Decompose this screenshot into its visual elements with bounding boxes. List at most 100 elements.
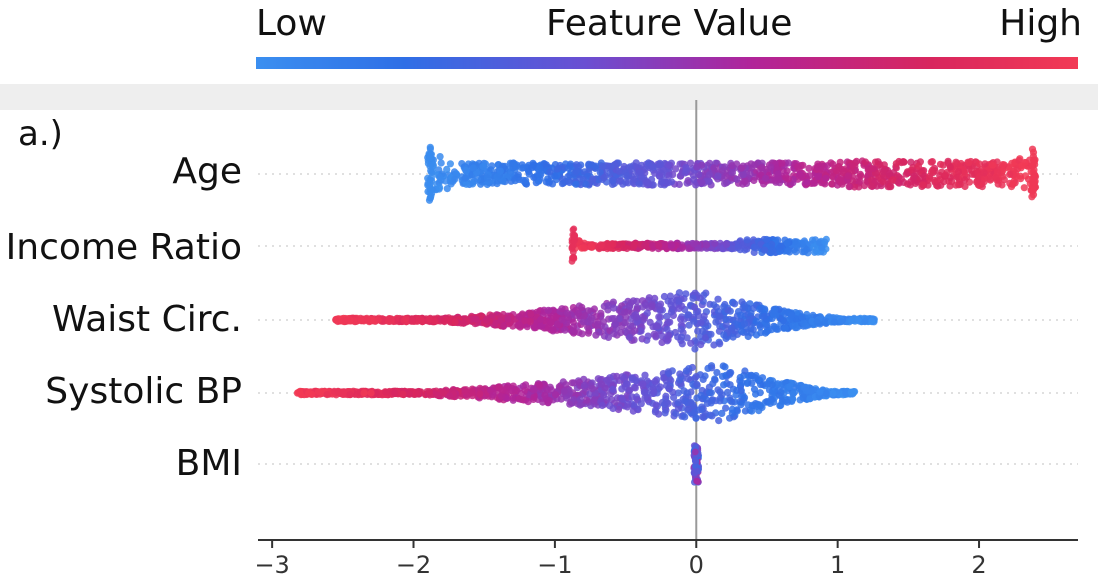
beeswarm-point-age: [844, 172, 852, 180]
beeswarm-point-systolic-bp: [697, 391, 705, 399]
beeswarm-point-age: [869, 164, 877, 172]
beeswarm-point-systolic-bp: [515, 395, 523, 403]
beeswarm-point-waist-circ: [587, 317, 595, 325]
beeswarm-point-age: [542, 178, 550, 186]
beeswarm-point-age: [1020, 184, 1028, 192]
beeswarm-point-income-ratio: [792, 248, 800, 256]
beeswarm-point-systolic-bp: [756, 401, 764, 409]
beeswarm-point-systolic-bp: [715, 417, 723, 425]
beeswarm-point-systolic-bp: [720, 381, 728, 389]
beeswarm-point-age: [1008, 159, 1016, 167]
beeswarm-point-waist-circ: [569, 327, 577, 335]
beeswarm-point-age: [600, 173, 608, 182]
beeswarm-point-age: [850, 183, 859, 191]
beeswarm-point-waist-circ: [584, 329, 593, 337]
beeswarm-point-income-ratio: [702, 241, 711, 249]
beeswarm-point-waist-circ: [592, 331, 600, 339]
beeswarm-point-waist-circ: [685, 321, 693, 329]
panel-label: a.): [18, 114, 63, 154]
beeswarm-point-systolic-bp: [722, 404, 730, 412]
beeswarm-point-waist-circ: [472, 315, 480, 323]
beeswarm-point-age: [960, 167, 968, 175]
beeswarm-point-age: [436, 184, 444, 192]
beeswarm-point-age: [426, 154, 434, 162]
beeswarm-point-age: [953, 173, 961, 181]
beeswarm-point-income-ratio: [761, 246, 769, 254]
beeswarm-point-age: [512, 162, 520, 171]
beeswarm-point-waist-circ: [369, 317, 377, 325]
beeswarm-point-age: [572, 167, 581, 176]
beeswarm-point-age: [714, 172, 722, 180]
beeswarm-point-systolic-bp: [718, 409, 726, 417]
beeswarm-point-waist-circ: [781, 324, 790, 332]
beeswarm-point-systolic-bp: [652, 401, 660, 409]
beeswarm-point-age: [1006, 170, 1014, 179]
beeswarm-point-age: [928, 168, 936, 176]
beeswarm-point-waist-circ: [637, 327, 645, 335]
beeswarm-point-waist-circ: [683, 334, 691, 342]
x-tick-label: −2: [396, 551, 431, 579]
beeswarm-point-age: [965, 159, 973, 167]
beeswarm-point-waist-circ: [675, 304, 683, 313]
beeswarm-point-waist-circ: [774, 325, 782, 333]
beeswarm-point-waist-circ: [609, 298, 618, 306]
beeswarm-point-income-ratio: [568, 258, 576, 265]
beeswarm-point-waist-circ: [527, 310, 535, 318]
beeswarm-point-age: [519, 164, 527, 172]
beeswarm-point-waist-circ: [690, 317, 698, 325]
beeswarm-point-systolic-bp: [628, 393, 636, 401]
beeswarm-point-systolic-bp: [640, 388, 649, 397]
x-tick-label: −3: [254, 551, 289, 579]
beeswarm-point-age: [551, 172, 559, 180]
beeswarm-point-systolic-bp: [308, 390, 316, 399]
beeswarm-points: [293, 143, 1040, 486]
beeswarm-point-waist-circ: [346, 316, 354, 324]
beeswarm-point-age: [805, 164, 813, 172]
beeswarm-point-age: [496, 167, 504, 175]
beeswarm-point-age: [944, 159, 952, 167]
beeswarm-point-age: [914, 162, 923, 170]
beeswarm-point-waist-circ: [789, 322, 797, 330]
beeswarm-point-waist-circ: [594, 320, 602, 328]
beeswarm-point-age: [615, 167, 623, 175]
beeswarm-point-waist-circ: [707, 330, 715, 338]
beeswarm-point-age: [546, 168, 554, 176]
beeswarm-point-systolic-bp: [439, 389, 448, 397]
beeswarm-point-systolic-bp: [692, 373, 700, 381]
beeswarm-point-age: [981, 174, 989, 182]
beeswarm-point-waist-circ: [715, 312, 724, 320]
beeswarm-point-systolic-bp: [597, 380, 606, 388]
beeswarm-point-waist-circ: [747, 309, 755, 317]
beeswarm-point-age: [775, 175, 783, 183]
beeswarm-point-age: [968, 170, 976, 178]
beeswarm-point-systolic-bp: [716, 397, 724, 405]
beeswarm-point-systolic-bp: [414, 390, 422, 398]
beeswarm-point-age: [493, 180, 501, 188]
beeswarm-point-age: [902, 170, 911, 178]
beeswarm-point-waist-circ: [578, 330, 586, 338]
beeswarm-point-waist-circ: [633, 297, 641, 305]
beeswarm-point-income-ratio: [793, 241, 801, 249]
beeswarm-point-waist-circ: [660, 292, 669, 301]
beeswarm-point-waist-circ: [689, 294, 697, 302]
beeswarm-point-bmi: [693, 477, 701, 485]
beeswarm-point-waist-circ: [617, 329, 625, 337]
beeswarm-point-systolic-bp: [708, 412, 716, 420]
beeswarm-point-age: [798, 173, 806, 181]
beeswarm-point-income-ratio: [783, 239, 791, 247]
feature-label-waist-circ: Waist Circ.: [51, 299, 242, 340]
beeswarm-point-systolic-bp: [786, 383, 794, 391]
beeswarm-point-age: [829, 160, 837, 168]
beeswarm-point-systolic-bp: [699, 413, 707, 421]
beeswarm-point-age: [664, 161, 672, 169]
beeswarm-point-systolic-bp: [719, 362, 727, 370]
beeswarm-point-systolic-bp: [741, 367, 749, 375]
beeswarm-point-age: [483, 174, 491, 182]
beeswarm-point-waist-circ: [691, 303, 699, 311]
beeswarm-point-systolic-bp: [570, 379, 578, 387]
beeswarm-point-age: [528, 164, 536, 172]
beeswarm-point-age: [469, 164, 477, 172]
beeswarm-point-age: [553, 165, 561, 173]
beeswarm-point-waist-circ: [431, 317, 439, 325]
beeswarm-point-waist-circ: [417, 316, 425, 324]
